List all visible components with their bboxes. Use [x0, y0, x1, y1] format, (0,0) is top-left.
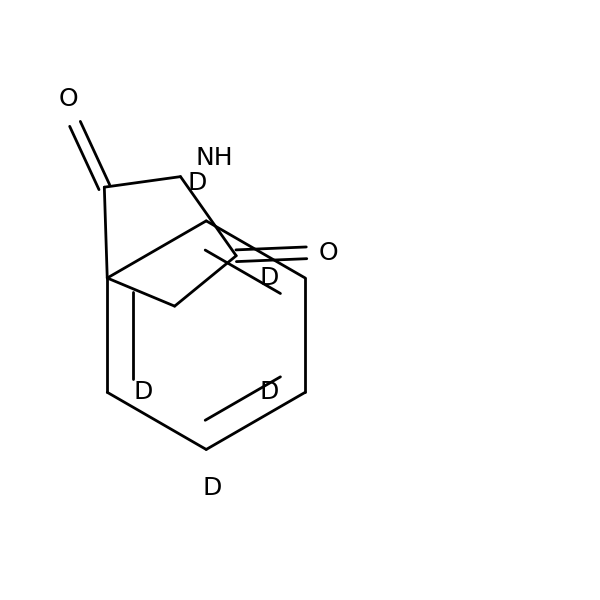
- Text: NH: NH: [195, 146, 233, 170]
- Text: D: D: [259, 266, 279, 290]
- Text: D: D: [188, 170, 207, 194]
- Text: D: D: [259, 380, 279, 404]
- Text: D: D: [202, 476, 222, 500]
- Text: D: D: [134, 380, 153, 404]
- Text: O: O: [318, 241, 338, 265]
- Text: O: O: [58, 87, 78, 111]
